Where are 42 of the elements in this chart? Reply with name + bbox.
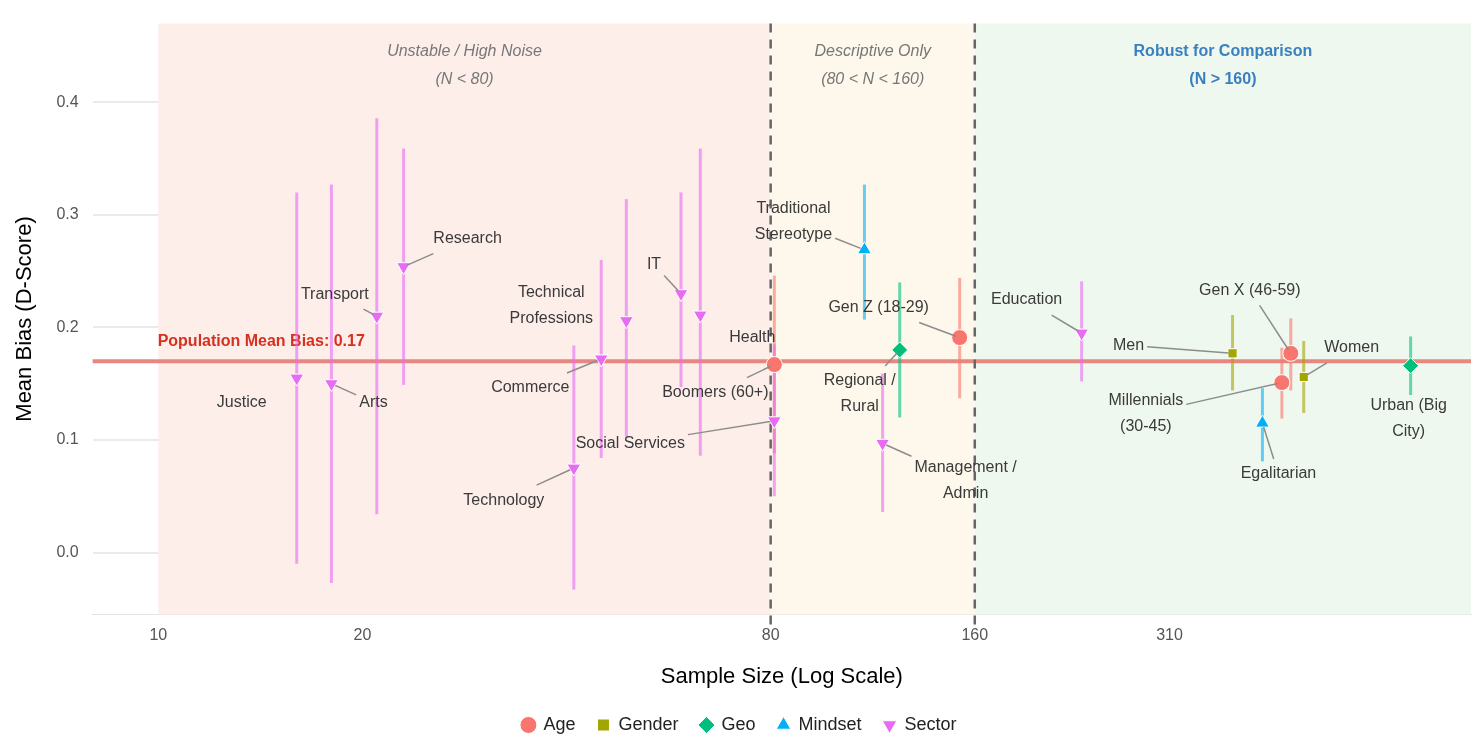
y-tick-label: 0.1 — [56, 430, 79, 448]
annotation: Gen X (46-59) — [1199, 280, 1301, 298]
annotation: Technical Professions — [509, 283, 594, 327]
legend-label: Mindset — [798, 713, 862, 734]
y-tick-label: 0.3 — [56, 205, 79, 223]
annotation: Boomers (60+) — [662, 382, 769, 400]
annotation: Egalitarian — [1240, 464, 1317, 482]
annotation: Education — [991, 290, 1063, 308]
band-label: Robust for Comparison (N > 160) — [1133, 42, 1313, 88]
annotation: Justice — [216, 393, 267, 411]
x-tick-label: 80 — [761, 626, 780, 644]
annotation: Social Services — [575, 434, 686, 452]
annotation: Men — [1112, 335, 1145, 353]
y-tick-label: 0.0 — [56, 542, 79, 560]
annotation: Women — [1324, 338, 1380, 356]
legend-label: Geo — [721, 713, 756, 734]
legend-label: Sector — [904, 713, 957, 734]
x-tick-label: 20 — [353, 626, 372, 644]
annotation: Urban (Big City) — [1370, 396, 1447, 440]
annotation: Research — [433, 229, 502, 247]
annotation: Regional / Rural — [823, 371, 897, 415]
legend-label: Gender — [618, 713, 679, 734]
annotation: Arts — [359, 393, 388, 411]
annotation: Transport — [300, 284, 370, 302]
y-axis-title: Mean Bias (D-Score) — [11, 216, 37, 422]
annotation: Commerce — [491, 378, 570, 396]
x-tick-label: 10 — [149, 626, 168, 644]
band-label: Descriptive Only (80 < N < 160) — [814, 42, 932, 88]
annotation: Health — [729, 328, 776, 346]
band-label: Unstable / High Noise (N < 80) — [387, 42, 542, 88]
y-tick-label: 0.4 — [56, 92, 79, 110]
x-tick-label: 160 — [961, 626, 989, 644]
x-axis-title: Sample Size (Log Scale) — [660, 662, 903, 688]
y-tick-label: 0.2 — [56, 317, 79, 335]
annotation: Management / Admin — [914, 457, 1018, 501]
annotation: Traditional Stereotype — [754, 199, 833, 243]
ref-line-label: Population Mean Bias: 0.17 — [157, 331, 365, 349]
legend-label: Age — [543, 713, 576, 734]
annotation: Technology — [463, 490, 545, 508]
annotation: Millennials (30-45) — [1108, 390, 1184, 434]
x-tick-label: 310 — [1156, 626, 1183, 644]
annotation: IT — [646, 255, 662, 273]
